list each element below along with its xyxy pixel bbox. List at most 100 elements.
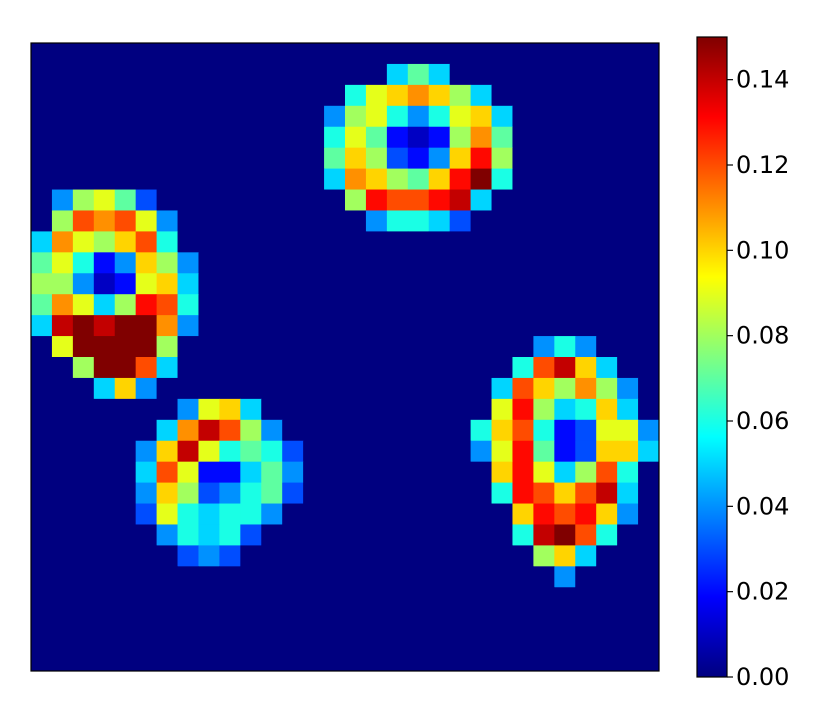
heat-cell — [386, 273, 409, 295]
heat-cell — [617, 126, 639, 149]
heat-cell — [428, 84, 451, 107]
heat-cell — [617, 566, 639, 588]
heat-cell — [324, 231, 346, 253]
heat-cell — [324, 545, 346, 567]
heat-cell — [135, 105, 158, 128]
heat-cell — [365, 545, 388, 567]
heat-cell — [135, 608, 158, 630]
heat-cell — [93, 168, 116, 191]
heat-cell — [533, 294, 555, 316]
heat-cell — [156, 273, 179, 295]
heat-cell — [533, 273, 555, 295]
heat-cell — [345, 189, 367, 211]
heat-cell — [93, 63, 116, 86]
heat-cell — [617, 524, 639, 546]
heat-cell — [282, 43, 304, 65]
heat-cell — [261, 482, 283, 505]
heat-cell — [240, 273, 262, 295]
heat-cell — [261, 147, 283, 170]
heat-cell — [135, 357, 158, 379]
heat-cell — [261, 336, 283, 358]
heat-cell — [638, 43, 660, 65]
heat-cell — [345, 210, 367, 232]
heat-cell — [533, 419, 555, 442]
heat-cell — [428, 315, 451, 337]
heat-cell — [93, 43, 116, 65]
heat-cell — [470, 294, 493, 316]
heat-cell — [575, 210, 597, 232]
heat-cell — [638, 189, 660, 211]
colorbar-tick-label: 0.12 — [736, 151, 789, 179]
heat-cell — [303, 566, 325, 588]
heat-cell — [282, 189, 304, 211]
heat-cell — [407, 461, 430, 484]
heat-cell — [386, 377, 409, 400]
heat-cell — [51, 105, 74, 128]
heat-cell — [156, 84, 179, 107]
heat-cell — [554, 168, 576, 191]
heat-cell — [303, 210, 325, 232]
heat-cell — [31, 84, 53, 107]
heat-cell — [282, 294, 304, 316]
heat-cell — [386, 398, 409, 421]
heat-cell — [512, 545, 534, 567]
heat-cell — [428, 210, 451, 232]
heat-cell — [135, 377, 158, 400]
heat-cell — [449, 210, 472, 232]
heat-cell — [386, 105, 409, 128]
heat-cell — [617, 105, 639, 128]
heat-cell — [72, 587, 95, 609]
heat-cell — [428, 357, 451, 379]
heat-cell — [240, 545, 262, 567]
heat-cell — [428, 545, 451, 567]
heat-cell — [512, 482, 534, 505]
heat-cell — [177, 43, 199, 65]
heat-cell — [512, 566, 534, 588]
heat-cell — [470, 147, 493, 170]
heat-cell — [303, 398, 325, 421]
heat-cell — [177, 84, 199, 107]
heat-cell — [93, 629, 116, 651]
heat-cell — [114, 608, 137, 630]
heat-cell — [261, 357, 283, 379]
heat-cell — [407, 336, 430, 358]
heat-cell — [282, 84, 304, 107]
heat-cell — [177, 524, 199, 546]
heat-cell — [428, 336, 451, 358]
heat-cell — [93, 126, 116, 149]
heat-cell — [31, 315, 53, 337]
heat-cell — [407, 105, 430, 128]
heat-cell — [449, 105, 472, 128]
heat-cell — [470, 587, 493, 609]
heat-cell — [261, 294, 283, 316]
heat-cell — [575, 608, 597, 630]
heat-cell — [93, 315, 116, 337]
heat-cell — [407, 84, 430, 107]
heat-cell — [324, 336, 346, 358]
heat-cell — [596, 273, 618, 295]
heat-cell — [365, 377, 388, 400]
heat-cell — [491, 210, 513, 232]
heat-cell — [114, 524, 137, 546]
heat-cell — [135, 482, 158, 505]
heat-cell — [365, 126, 388, 149]
heat-cell — [282, 545, 304, 567]
heat-cell — [114, 63, 137, 86]
colorbar-tick-label: 0.04 — [736, 492, 789, 520]
heat-cell — [282, 210, 304, 232]
heat-cell — [428, 524, 451, 546]
heat-cell — [365, 461, 388, 484]
heat-cell — [470, 566, 493, 588]
heat-cell — [470, 629, 493, 651]
heat-cell — [428, 105, 451, 128]
heat-cell — [261, 587, 283, 609]
heat-cell — [554, 336, 576, 358]
heat-cell — [261, 189, 283, 211]
heat-cell — [575, 357, 597, 379]
heat-cell — [491, 168, 513, 191]
heat-cell — [324, 357, 346, 379]
heat-cell — [177, 608, 199, 630]
heat-cell — [31, 252, 53, 274]
heat-cell — [51, 231, 74, 253]
heat-cell — [575, 482, 597, 505]
